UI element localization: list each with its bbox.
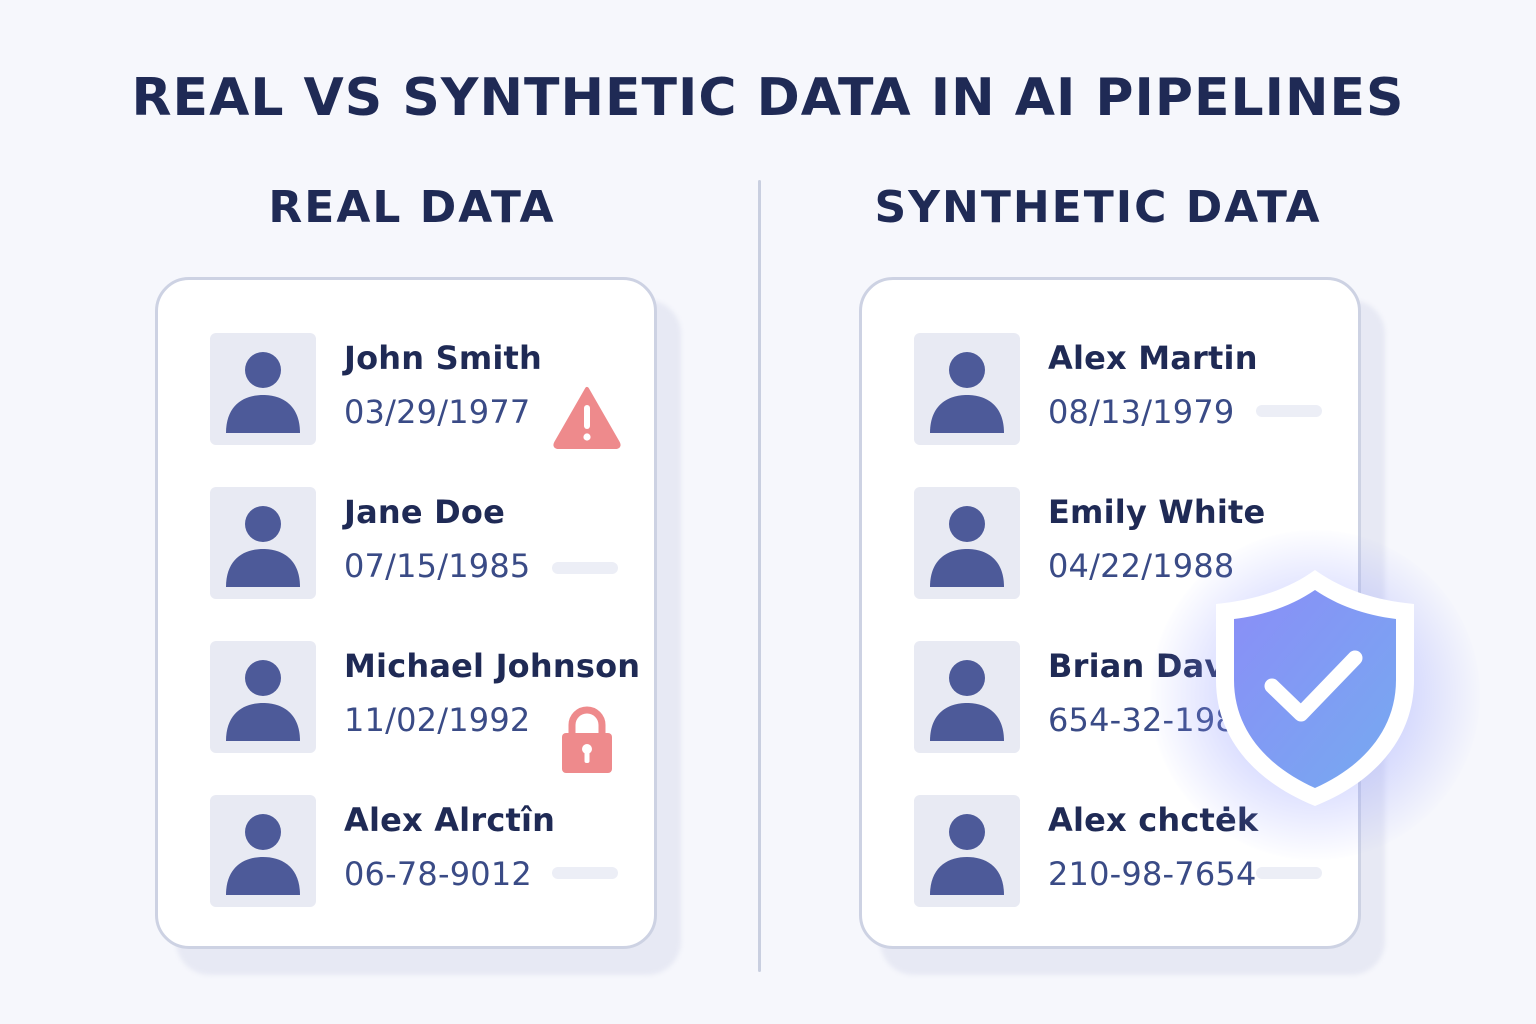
record-value: 210-98-7654	[1048, 855, 1257, 893]
real-data-heading: REAL DATA	[268, 182, 556, 233]
placeholder-bar	[552, 562, 618, 574]
list-item: Alex Alrctîn 06-78-9012	[210, 795, 640, 907]
person-icon	[930, 814, 1004, 895]
person-icon	[226, 506, 300, 587]
avatar	[914, 641, 1020, 753]
warning-icon	[553, 387, 621, 449]
placeholder-bar	[1256, 867, 1322, 879]
record-name: Jane Doe	[344, 493, 505, 531]
record-name: Emily White	[1048, 493, 1266, 531]
person-icon	[226, 352, 300, 433]
lock-icon	[562, 706, 612, 773]
record-name: John Smith	[344, 339, 543, 377]
list-item: Alex Martin 08/13/1979	[914, 333, 1344, 445]
record-value: 06-78-9012	[344, 855, 532, 893]
avatar	[914, 333, 1020, 445]
avatar	[210, 487, 316, 599]
column-divider	[758, 180, 761, 972]
real-data-panel: John Smith 03/29/1977 Jane Doe 07/15/198…	[155, 277, 657, 949]
person-icon	[226, 660, 300, 741]
avatar	[210, 333, 316, 445]
page-title: REAL VS SYNTHETIC DATA IN AI PIPELINES	[131, 68, 1405, 128]
synthetic-data-heading: SYNTHETIC DATA	[874, 182, 1322, 233]
placeholder-bar	[1256, 405, 1322, 417]
list-item: Jane Doe 07/15/1985	[210, 487, 640, 599]
avatar	[914, 487, 1020, 599]
list-item: Michael Johnson 11/02/1992	[210, 641, 641, 773]
list-item: Emily White 04/22/1988	[914, 487, 1344, 599]
avatar	[914, 795, 1020, 907]
avatar	[210, 795, 316, 907]
record-value: 08/13/1979	[1048, 393, 1235, 431]
person-icon	[226, 814, 300, 895]
record-name: Alex Martin	[1048, 339, 1258, 377]
shield-check-icon	[1216, 570, 1414, 806]
record-name: Alex Alrctîn	[344, 801, 556, 839]
record-value: 07/15/1985	[344, 547, 531, 585]
record-value: 03/29/1977	[344, 393, 531, 431]
person-icon	[930, 352, 1004, 433]
record-name: Michael Johnson	[344, 647, 641, 685]
person-icon	[930, 660, 1004, 741]
person-icon	[930, 506, 1004, 587]
record-value: 11/02/1992	[344, 701, 531, 739]
avatar	[210, 641, 316, 753]
placeholder-bar	[552, 867, 618, 879]
list-item: John Smith 03/29/1977	[210, 333, 640, 449]
